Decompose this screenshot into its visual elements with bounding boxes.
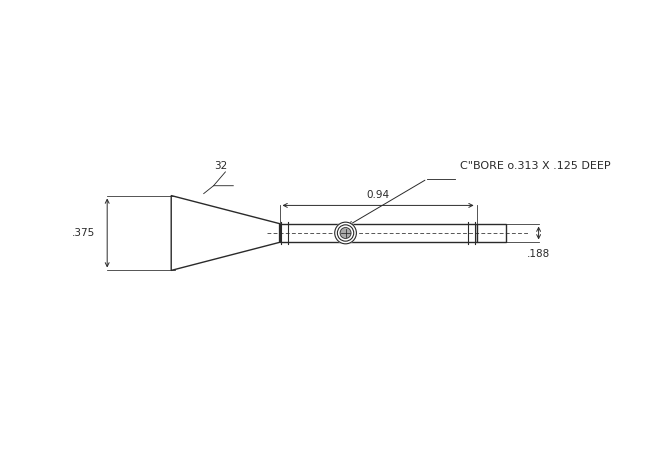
Polygon shape <box>171 196 280 271</box>
Text: C"BORE o.313 X .125 DEEP: C"BORE o.313 X .125 DEEP <box>460 161 610 171</box>
Text: 32: 32 <box>215 161 228 171</box>
Circle shape <box>340 227 351 239</box>
Bar <box>280 224 477 242</box>
Text: 0.94: 0.94 <box>366 191 390 200</box>
Circle shape <box>334 222 357 244</box>
Text: .375: .375 <box>72 228 95 238</box>
Text: .188: .188 <box>527 249 550 259</box>
Bar <box>477 224 506 242</box>
